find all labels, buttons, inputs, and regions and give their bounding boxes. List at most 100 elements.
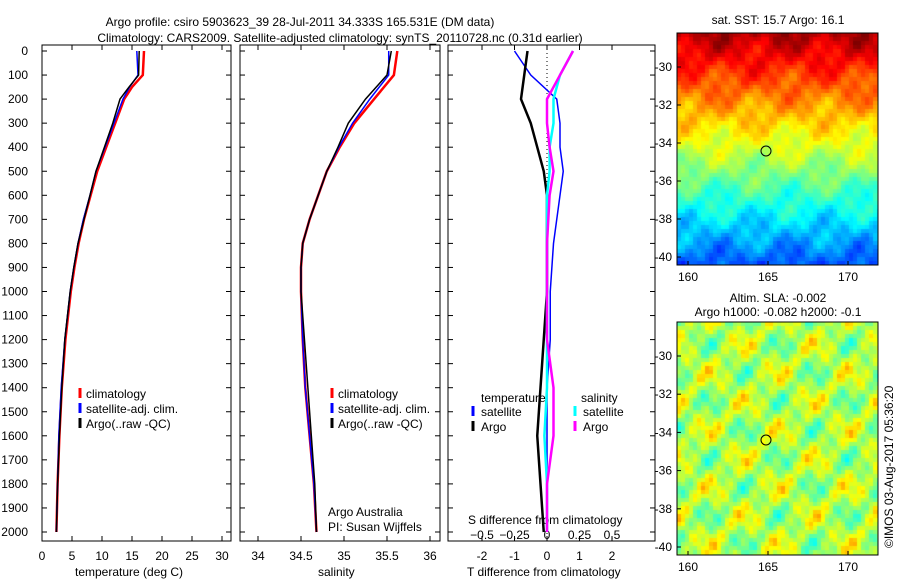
title-line1: Argo profile: csiro 5903623_39 28-Jul-20… (106, 15, 495, 29)
depth-tick-label: 1500 (1, 405, 28, 419)
depth-tick-label: 200 (8, 92, 28, 106)
depth-tick-label: 1300 (1, 357, 28, 371)
lat-tick-label: -30 (655, 60, 673, 74)
map-frame (676, 32, 879, 266)
legend-label: satellite-adj. clim. (338, 402, 430, 416)
s-tick-label: 0 (544, 528, 551, 542)
lat-tick-label: -36 (655, 174, 673, 188)
panel-frame-0 (41, 44, 232, 542)
depth-tick-label: 1100 (2, 309, 28, 323)
sla-map-title2: Argo h1000: -0.082 h2000: -0.1 (695, 305, 862, 319)
legend-label: satellite (481, 405, 522, 419)
x-tick-label: -2 (477, 549, 488, 563)
depth-tick-label: 0 (21, 44, 28, 58)
lat-tick-label: -40 (655, 540, 673, 554)
depth-tick-label: 700 (8, 212, 28, 226)
legend-label: satellite (583, 405, 624, 419)
x-tick-label: 15 (125, 549, 139, 563)
annotation-1: Argo Australia (328, 505, 403, 519)
sst-map-title: sat. SST: 15.7 Argo: 16.1 (712, 13, 845, 27)
x-tick-label: 25 (185, 549, 199, 563)
legend-label: satellite-adj. clim. (86, 402, 178, 416)
lon-tick-label: 160 (678, 560, 698, 574)
x-tick-label: 30 (215, 549, 229, 563)
lon-tick-label: 165 (758, 270, 778, 284)
x-tick-label: -1 (509, 549, 520, 563)
lon-tick-label: 165 (758, 560, 778, 574)
series-Argo(..raw -QC) (55, 50, 140, 533)
legend-label: Argo(..raw -QC) (338, 417, 423, 431)
sla-map (677, 322, 878, 555)
sst-map (677, 33, 878, 265)
lat-tick-label: -38 (655, 502, 673, 516)
x-tick-label: 1 (576, 549, 583, 563)
depth-tick-label: 1900 (1, 501, 28, 515)
series-Argo(..raw -QC) (300, 50, 393, 533)
sla-map-title1: Altim. SLA: -0.002 (730, 291, 827, 305)
s-tick-label: 0.5 (604, 528, 621, 542)
lat-tick-label: -30 (655, 349, 673, 363)
depth-tick-label: 800 (8, 236, 28, 250)
s-tick-label: 0.25 (568, 528, 592, 542)
annotation-2: PI: Susan Wijffels (328, 520, 422, 534)
legend-label: Argo(..raw -QC) (86, 417, 171, 431)
legend-label: climatology (86, 387, 146, 401)
profile-location-marker (760, 434, 772, 446)
profile-location-marker (760, 145, 772, 157)
s-tick-label: −0.25 (499, 528, 530, 542)
series-satellite-adj. clim. (300, 51, 390, 533)
s-tick-label: −0.5 (470, 528, 494, 542)
legend-label: climatology (338, 387, 398, 401)
lat-tick-label: -36 (655, 464, 673, 478)
lon-tick-label: 160 (678, 270, 698, 284)
lat-tick-label: -34 (655, 136, 673, 150)
lat-tick-label: -40 (655, 250, 673, 264)
x-tick-label: 0 (544, 549, 551, 563)
series-satellite-adj. clim. (55, 50, 139, 533)
lat-tick-label: -38 (655, 212, 673, 226)
x-tick-label: 2 (609, 549, 616, 563)
map-frame (676, 321, 879, 556)
depth-tick-label: 1400 (1, 381, 28, 395)
x-tick-label: 20 (155, 549, 169, 563)
series-S-satellite (543, 50, 575, 532)
panel-frame-2 (447, 44, 656, 542)
depth-tick-label: 900 (8, 260, 28, 274)
legend-temperature: temperature (481, 391, 546, 405)
depth-tick-label: 400 (8, 140, 28, 154)
x-tick-label: 5 (69, 549, 76, 563)
x-tick-label: 35 (337, 549, 351, 563)
depth-tick-label: 1200 (1, 333, 28, 347)
lon-tick-label: 170 (838, 560, 858, 574)
x-tick-label: 34.5 (289, 549, 313, 563)
depth-tick-label: 100 (8, 68, 28, 82)
legend-salinity: salinity (581, 391, 618, 405)
lat-tick-label: -34 (655, 425, 673, 439)
title-line2: Climatology: CARS2009. Satellite-adjuste… (97, 31, 582, 45)
lat-tick-label: -32 (655, 387, 673, 401)
lat-tick-label: -32 (655, 98, 673, 112)
x-tick-label: 10 (95, 549, 109, 563)
temp-xlabel: temperature (deg C) (75, 565, 183, 579)
x-tick-label: 34 (251, 549, 265, 563)
tdiff-xlabel: T difference from climatology (467, 565, 621, 579)
x-tick-label: 35.5 (375, 549, 399, 563)
depth-tick-label: 500 (8, 164, 28, 178)
depth-tick-label: 2000 (1, 525, 28, 539)
depth-tick-label: 1700 (1, 453, 28, 467)
series-T-satellite (513, 50, 565, 532)
lon-tick-label: 170 (838, 270, 858, 284)
sal-xlabel: salinity (318, 565, 355, 579)
depth-tick-label: 1600 (1, 429, 28, 443)
x-tick-label: 0 (39, 549, 46, 563)
legend-label: Argo (481, 420, 507, 434)
depth-tick-label: 300 (8, 116, 28, 130)
credit: ©IMOS 03-Aug-2017 05:36:20 (882, 385, 896, 548)
depth-tick-label: 600 (8, 188, 28, 202)
sdiff-xlabel: S difference from climatology (468, 513, 623, 527)
legend-label: Argo (583, 420, 609, 434)
x-tick-label: 36 (423, 549, 437, 563)
panel-frame-1 (239, 44, 441, 542)
depth-tick-label: 1000 (1, 285, 28, 299)
